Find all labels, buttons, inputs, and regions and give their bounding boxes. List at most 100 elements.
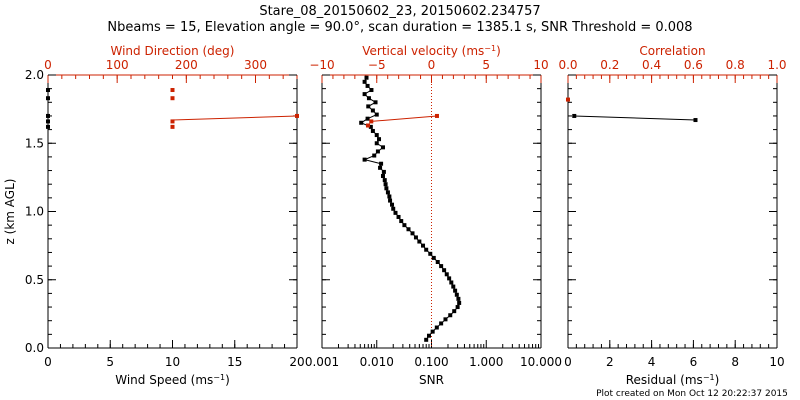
data-point	[453, 288, 458, 293]
data-point	[455, 305, 460, 310]
y-tick-label: 1.5	[25, 136, 44, 150]
x2-tick-label: 5	[482, 58, 490, 72]
data-point	[434, 113, 439, 118]
x2-tick-label: 0.0	[558, 58, 577, 72]
series-2	[172, 113, 299, 121]
data-point	[46, 124, 50, 129]
y-tick-label: 1.0	[25, 205, 44, 219]
data-point	[402, 223, 407, 228]
data-point	[390, 202, 395, 207]
data-point	[410, 231, 415, 236]
data-point	[380, 174, 385, 179]
x-tick-label: 0.010	[360, 355, 394, 369]
data-point	[413, 235, 418, 240]
data-point	[383, 182, 388, 187]
data-point	[381, 169, 386, 174]
y-tick-label: 2.0	[25, 68, 44, 82]
data-point	[372, 153, 377, 158]
data-point	[365, 123, 370, 128]
data-point	[366, 104, 371, 109]
data-point	[385, 190, 390, 195]
x2-tick-label: 0.6	[684, 58, 703, 72]
x2-tick-label: 200	[175, 58, 198, 72]
data-point	[439, 321, 444, 326]
data-point	[424, 247, 429, 252]
x2-axis-label: Wind Direction (deg)	[111, 44, 235, 58]
x2-tick-label: 1.0	[767, 58, 786, 72]
panel-snr: 0.001 0.010 0.100 1.000 10.000 −10 −5 0 5 10 SNR Ve…	[305, 44, 562, 388]
chart-title: Stare_08_20150602_23, 20150602.234757	[259, 4, 540, 19]
x2-tick-label: 100	[106, 58, 129, 72]
y-tick-label: 0.5	[25, 273, 44, 287]
data-point	[362, 79, 367, 84]
data-point	[406, 227, 411, 232]
data-point	[421, 243, 426, 248]
x-axis-label: Residual (ms−1)	[626, 373, 720, 388]
x-tick-label: 2	[606, 355, 614, 369]
data-point	[430, 329, 435, 334]
data-point	[359, 120, 364, 125]
x-tick-label: 0	[564, 355, 572, 369]
x2-tick-label: 10	[533, 58, 548, 72]
data-point	[374, 141, 379, 146]
data-point	[439, 264, 444, 269]
data-point	[417, 239, 422, 244]
data-point	[448, 313, 453, 318]
data-point	[379, 161, 384, 166]
x-tick-label: 15	[227, 355, 242, 369]
x2-axis-label: Vertical velocity (ms−1)	[362, 44, 501, 59]
data-point	[170, 96, 175, 101]
x2-tick-label: −5	[368, 58, 386, 72]
data-point	[393, 210, 398, 215]
series-line	[172, 115, 298, 121]
data-point	[434, 325, 439, 330]
data-point	[378, 165, 383, 170]
data-point	[46, 119, 50, 124]
x2-tick-label: 0.4	[642, 58, 661, 72]
data-point	[365, 116, 370, 121]
x-tick-label: 0.001	[305, 355, 339, 369]
data-point	[362, 157, 367, 162]
x-axis-label: SNR	[419, 373, 444, 387]
data-point	[424, 337, 429, 342]
data-point	[451, 284, 456, 289]
x-tick-label: 0	[44, 355, 52, 369]
series-1	[566, 97, 570, 102]
data-point	[46, 96, 50, 101]
data-point	[444, 272, 449, 277]
data-point	[572, 113, 577, 118]
data-point	[170, 88, 175, 93]
series-line	[574, 115, 696, 121]
data-point	[693, 118, 698, 123]
y-tick-label: 0.0	[25, 341, 44, 355]
data-point	[364, 75, 369, 80]
data-point	[566, 97, 570, 102]
data-point	[431, 255, 436, 260]
data-point	[377, 137, 382, 142]
data-point	[295, 113, 299, 118]
data-point	[399, 219, 404, 224]
data-point	[457, 300, 462, 305]
x2-tick-label: 0	[44, 58, 52, 72]
series-0	[46, 88, 50, 129]
plot-created-note: Plot created on Mon Oct 12 20:22:37 2015	[596, 389, 788, 399]
data-point	[46, 88, 50, 93]
data-point	[428, 251, 433, 256]
x2-tick-label: −10	[309, 58, 334, 72]
x-tick-label: 5	[106, 355, 114, 369]
data-point	[382, 178, 387, 183]
x-tick-label: 8	[731, 355, 739, 369]
x-tick-label: 20	[289, 355, 304, 369]
data-point	[374, 133, 379, 138]
x2-tick-label: 300	[244, 58, 267, 72]
x2-tick-label: 0	[428, 58, 436, 72]
data-point	[369, 88, 374, 93]
data-point	[366, 96, 371, 101]
data-point	[368, 124, 373, 129]
data-point	[396, 214, 401, 219]
data-point	[435, 260, 440, 265]
data-point	[387, 194, 392, 199]
x-tick-label: 4	[648, 355, 656, 369]
